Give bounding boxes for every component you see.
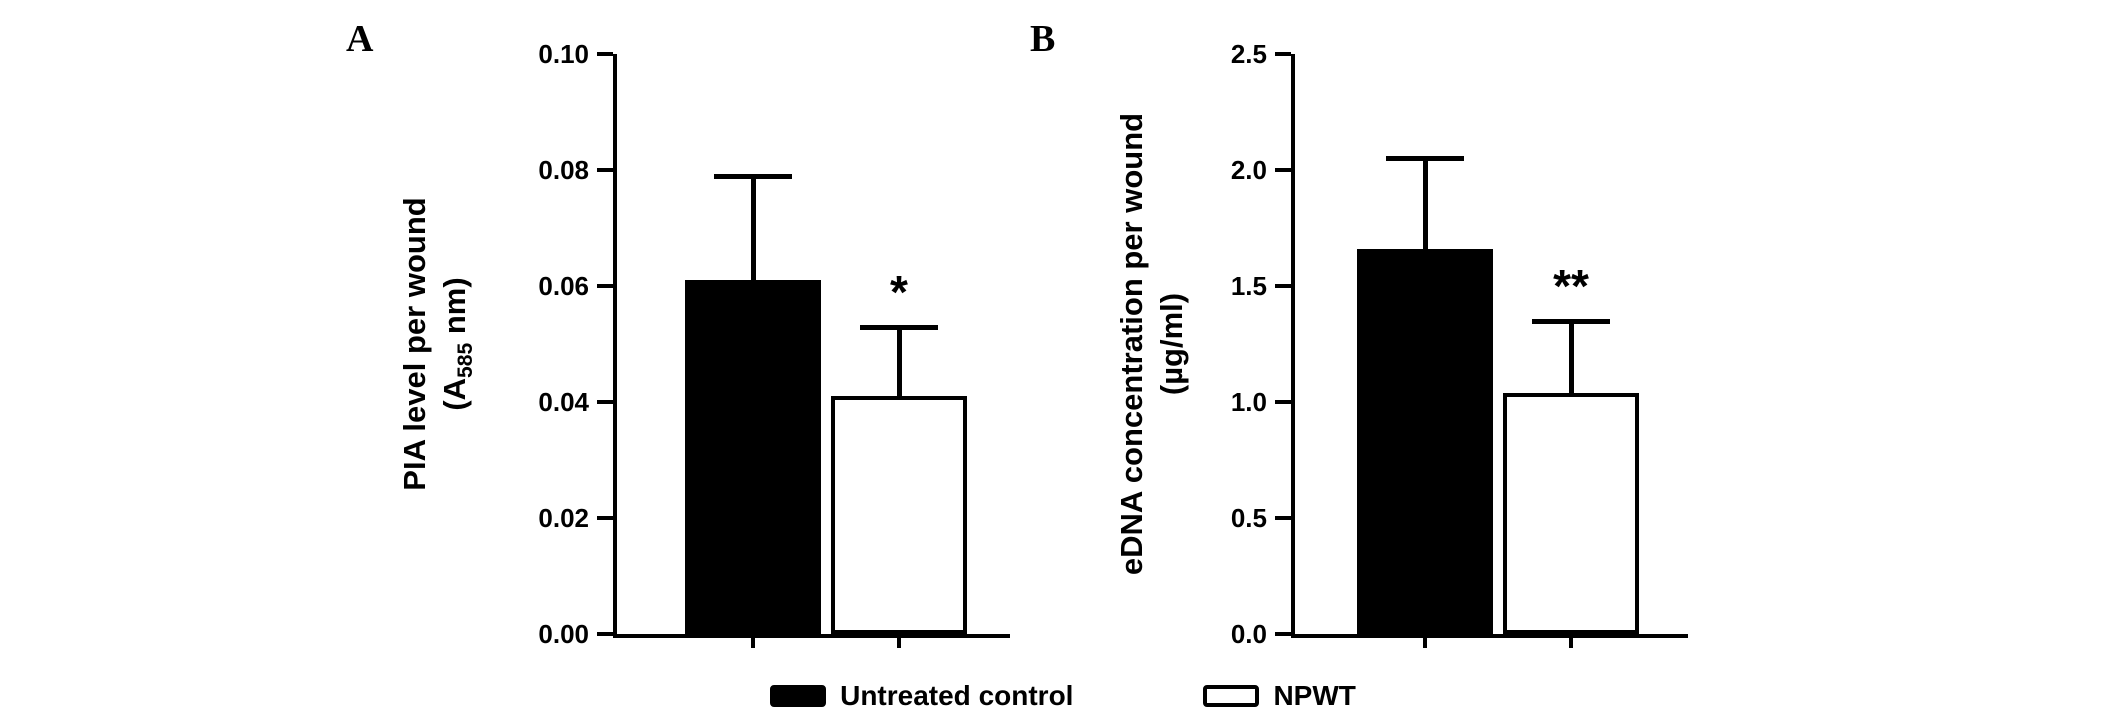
y-axis-tick (1275, 284, 1291, 288)
legend-label: NPWT (1273, 680, 1356, 711)
y-axis-tick (1275, 400, 1291, 404)
y-axis-tick-label: 2.5 (1230, 39, 1267, 69)
y-axis-tick (1275, 632, 1291, 636)
y-axis-tick (597, 400, 613, 404)
significance-marker: ** (1553, 259, 1589, 312)
y-axis-tick (597, 284, 613, 288)
panel-b-y-axis-label: eDNA concentration per wound (µg/ml) (1112, 54, 1196, 634)
x-axis-tick (1569, 638, 1573, 648)
x-axis-line (613, 634, 1010, 638)
error-bar-cap (860, 324, 938, 330)
error-bar-line (896, 326, 902, 397)
x-axis-line (1291, 634, 1688, 638)
y-axis-line (1291, 54, 1295, 638)
legend: Untreated control NPWT (0, 682, 2126, 710)
panel-b-y-axis-label-line2: (µg/ml) (1154, 292, 1189, 396)
y-axis-tick-label: 0.10 (538, 39, 589, 69)
error-bar-line (1422, 158, 1428, 249)
y-axis-tick-label: 0.0 (1230, 619, 1267, 649)
y-axis-tick-label: 2.0 (1230, 155, 1267, 185)
y-axis-tick-label: 0.08 (538, 155, 589, 185)
bar-untreated-control (1357, 248, 1493, 634)
panel-label-a: A (346, 18, 374, 60)
y-axis-tick-label: 1.0 (1230, 387, 1267, 417)
panel-a-y-axis-label-line2: (A585 nm) (437, 277, 478, 411)
panel-label-b: B (1030, 18, 1056, 60)
x-axis-tick (1423, 638, 1427, 648)
y-axis-tick (1275, 168, 1291, 172)
bar-npwt (831, 396, 967, 634)
panel-b-plot: 0.0 0.5 1.0 1.5 2.0 2.5 ** (1231, 39, 1688, 649)
y-axis-tick (597, 516, 613, 520)
y-axis-tick (1275, 516, 1291, 520)
y-axis-tick (1275, 52, 1291, 56)
y-axis-tick (597, 632, 613, 636)
panel-a-y-axis-label: PIA level per wound (A585 nm) (395, 54, 479, 634)
y-axis-tick-label: 0.02 (538, 503, 589, 533)
error-bar-cap (714, 173, 792, 179)
panel-a-y-axis-label-line1: PIA level per wound (397, 197, 432, 491)
y-axis-tick-label: 0.5 (1230, 503, 1267, 533)
legend-label: Untreated control (840, 680, 1074, 711)
legend-item: NPWT (1203, 680, 1356, 711)
y-axis-tick-label: 1.5 (1230, 271, 1267, 301)
bar-untreated-control (685, 280, 821, 634)
legend-item: Untreated control (770, 682, 1073, 710)
y-axis-tick-label: 0.06 (538, 271, 589, 301)
error-bar-line (750, 175, 756, 281)
legend-swatch (1203, 685, 1260, 707)
x-axis-tick (897, 638, 901, 648)
y-axis-tick (597, 52, 613, 56)
significance-marker: * (890, 265, 908, 318)
y-axis-tick-label: 0.04 (538, 387, 589, 417)
y-axis-tick (597, 168, 613, 172)
bar-npwt (1503, 392, 1639, 634)
error-bar-cap (1532, 318, 1610, 324)
y-axis-tick-label: 0.00 (538, 619, 589, 649)
y-axis-line (613, 54, 617, 638)
panel-b-y-axis-label-line1: eDNA concentration per wound (1114, 112, 1149, 576)
panel-a-plot: 0.00 0.02 0.04 0.06 0.08 0.10 * (538, 39, 1010, 649)
x-axis-tick (751, 638, 755, 648)
legend-swatch (770, 685, 827, 707)
error-bar-line (1568, 320, 1574, 393)
error-bar-cap (1386, 156, 1464, 162)
